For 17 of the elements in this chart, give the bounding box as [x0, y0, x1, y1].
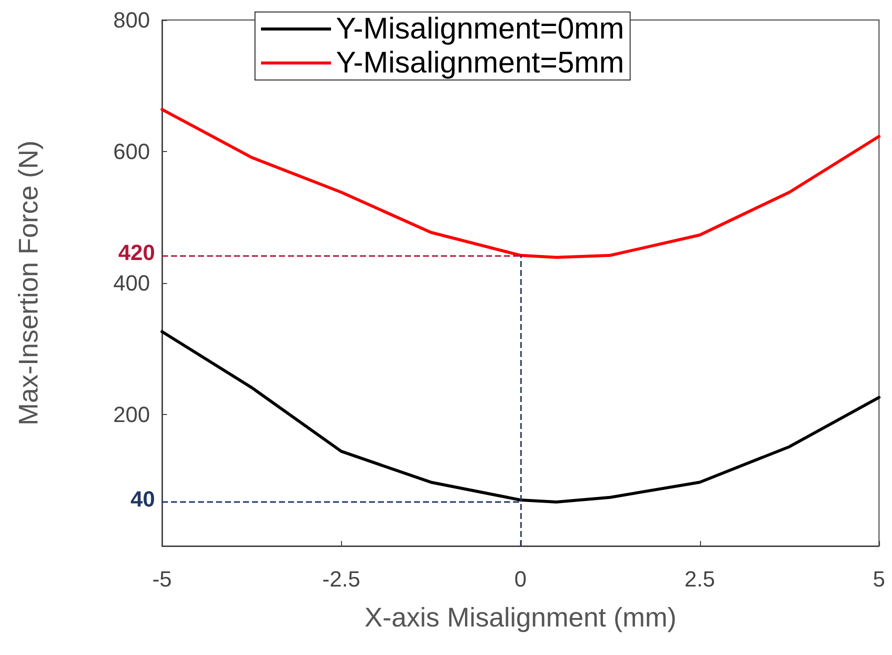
x-tick-label: -2.5 [322, 566, 360, 592]
x-axis-title: X-axis Misalignment (mm) [364, 602, 677, 632]
legend-label: Y-Misalignment=0mm [336, 12, 624, 46]
text: 40 [130, 486, 155, 512]
x-tick-label: 5 [872, 566, 886, 592]
line-series [160, 108, 880, 259]
y-tick-label: 800 [113, 8, 150, 32]
line-series [160, 330, 880, 504]
legend-label: Y-Misalignment=5mm [336, 46, 624, 80]
y-axis-title: Max-Insertion Force (N) [14, 140, 44, 426]
text: 420 [118, 240, 155, 265]
y-tick-label: 600 [113, 139, 150, 164]
x-tick-label: 2.5 [684, 566, 716, 592]
x-tick-label: 0 [514, 566, 527, 592]
x-tick-label: -5 [152, 566, 172, 592]
y-tick-label: 400 [113, 270, 150, 296]
y-tick-label: 200 [113, 402, 150, 427]
